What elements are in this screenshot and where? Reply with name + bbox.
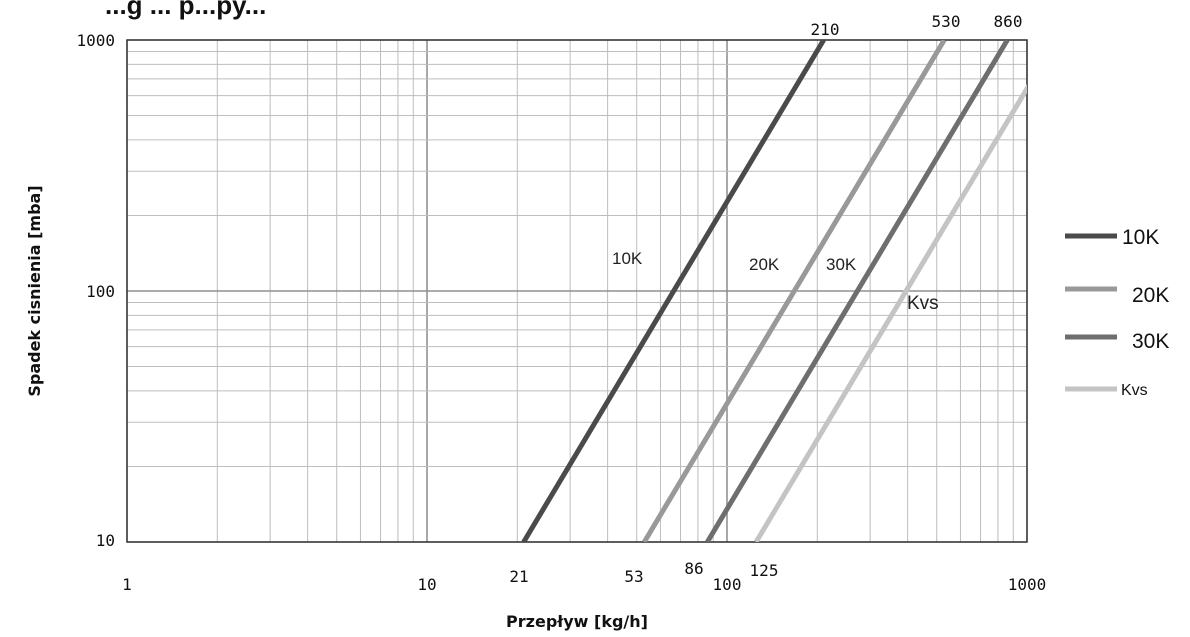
series-line-10k [521,40,826,542]
start-label-10k: 21 [509,567,528,586]
end-label-20k: 530 [932,12,961,31]
start-label-20k: 53 [624,567,643,586]
start-label-30k: 86 [684,559,703,578]
series-label-kvs: Kvs [907,293,939,314]
y-axis-title: Spadek cisnienia [mba] [25,185,44,396]
series-lines [521,40,1027,542]
plot-frame [126,39,1028,543]
chart-title: ...g ... p...py... [105,0,266,20]
legend-label-10k: 10K [1122,226,1159,249]
y-tick-label-1000: 1000 [76,31,115,50]
y-tick-label-100: 100 [86,282,115,301]
series-line-20k [642,40,947,542]
end-label-30k: 860 [994,12,1023,31]
x-tick-label-100: 100 [713,575,742,594]
x-tick-label-1: 1 [122,575,132,594]
grid [126,39,1028,543]
series-line-30k [705,40,1010,542]
x-tick-label-10: 10 [417,575,436,594]
series-label-10k: 10K [612,249,643,268]
x-tick-label-1000: 1000 [1008,575,1047,594]
series-label-20k: 20K [749,255,780,274]
x-axis-title: Przepływ [kg/h] [506,612,648,631]
end-label-10k: 210 [811,20,840,39]
legend-label-kvs: Kvs [1121,382,1148,399]
legend-label-20k: 20K [1132,284,1169,307]
series-line-kvs [753,83,1027,542]
legend-label-30k: 30K [1132,330,1169,353]
series-label-30k: 30K [826,255,857,274]
legend: 10K 20K 30K Kvs [1065,226,1169,399]
y-tick-label-10: 10 [96,531,115,550]
start-label-kvs: 125 [750,561,779,580]
